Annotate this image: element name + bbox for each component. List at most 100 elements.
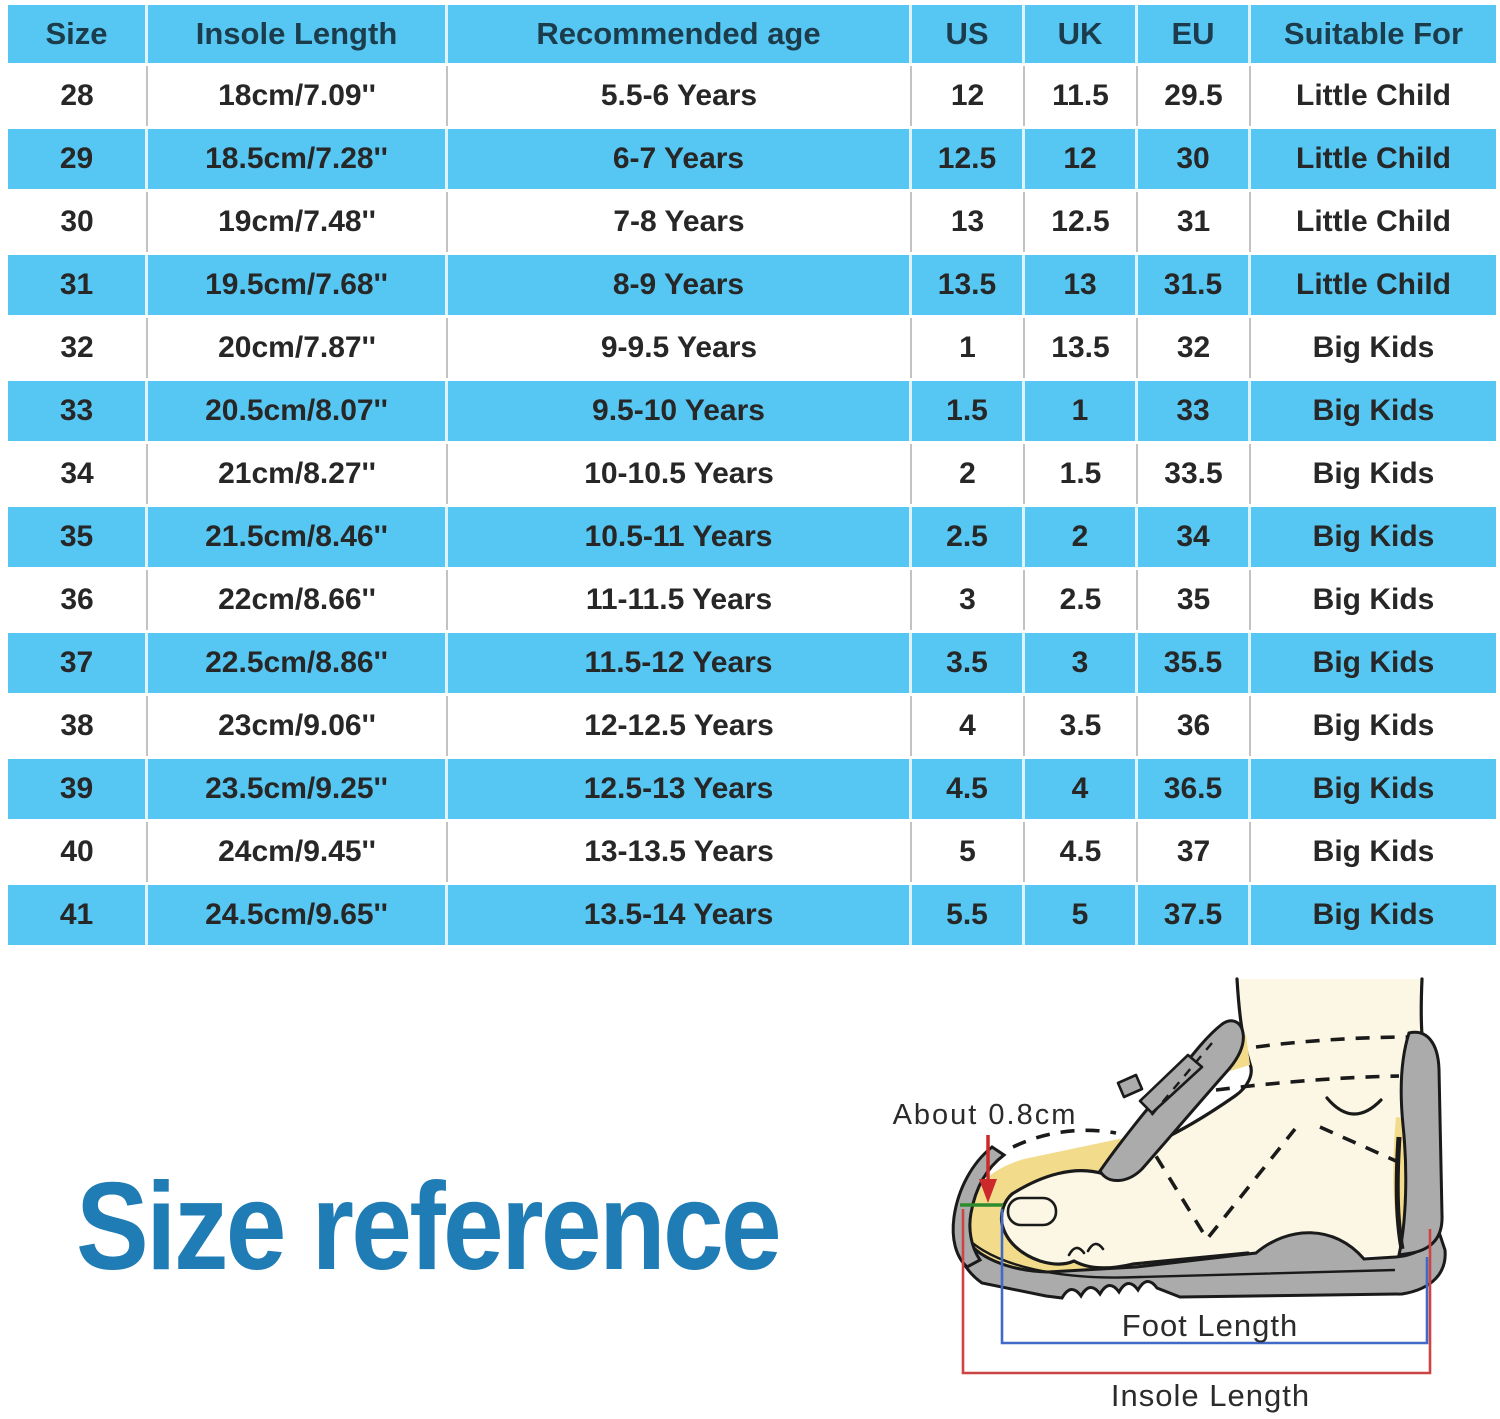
toe-creases	[1067, 1242, 1105, 1257]
cell-eu: 31	[1138, 192, 1251, 252]
cell-eu: 30	[1138, 129, 1251, 189]
cell-recommended-age: 12.5-13 Years	[448, 759, 912, 819]
cell-size: 34	[8, 444, 148, 504]
table-row: 29 18.5cm/7.28'' 6-7 Years 12.5 12 30 Li…	[8, 129, 1496, 189]
cell-eu: 35.5	[1138, 633, 1251, 693]
cell-size: 33	[8, 381, 148, 441]
cell-recommended-age: 9-9.5 Years	[448, 318, 912, 378]
cell-insole-length: 19.5cm/7.68''	[148, 255, 448, 315]
cell-size: 36	[8, 570, 148, 630]
cell-insole-length: 19cm/7.48''	[148, 192, 448, 252]
table-row: 30 19cm/7.48'' 7-8 Years 13 12.5 31 Litt…	[8, 192, 1496, 252]
cell-insole-length: 18.5cm/7.28''	[148, 129, 448, 189]
column-header-suitable-for: Suitable For	[1251, 5, 1496, 63]
page-title: Size reference	[76, 1158, 782, 1296]
cell-suitable-for: Big Kids	[1251, 444, 1496, 504]
dashed-seam-lines	[1012, 1035, 1411, 1243]
cell-us: 13	[912, 192, 1025, 252]
cell-eu: 37.5	[1138, 885, 1251, 945]
toe-gap-red-arrow	[979, 1135, 997, 1203]
table-row: 28 18cm/7.09'' 5.5-6 Years 12 11.5 29.5 …	[8, 66, 1496, 126]
cell-recommended-age: 10.5-11 Years	[448, 507, 912, 567]
cell-suitable-for: Big Kids	[1251, 633, 1496, 693]
cell-uk: 13.5	[1025, 318, 1138, 378]
table-row: 37 22.5cm/8.86'' 11.5-12 Years 3.5 3 35.…	[8, 633, 1496, 693]
cell-size: 39	[8, 759, 148, 819]
table-row: 39 23.5cm/9.25'' 12.5-13 Years 4.5 4 36.…	[8, 759, 1496, 819]
toenail	[1006, 1196, 1058, 1227]
foot-length-bracket	[1000, 1209, 1429, 1345]
cell-eu: 33	[1138, 381, 1251, 441]
heel-inner-shadow	[1394, 1136, 1405, 1250]
cell-insole-length: 24cm/9.45''	[148, 822, 448, 882]
cell-insole-length: 21cm/8.27''	[148, 444, 448, 504]
cell-us: 12.5	[912, 129, 1025, 189]
column-header-eu: EU	[1138, 5, 1251, 63]
table-row: 35 21.5cm/8.46'' 10.5-11 Years 2.5 2 34 …	[8, 507, 1496, 567]
insole-length-label: Insole Length	[1110, 1378, 1311, 1413]
cell-size: 30	[8, 192, 148, 252]
cell-size: 38	[8, 696, 148, 756]
insole-length-bracket	[961, 1209, 1432, 1375]
cell-suitable-for: Big Kids	[1251, 318, 1496, 378]
cell-us: 3	[912, 570, 1025, 630]
table-row: 40 24cm/9.45'' 13-13.5 Years 5 4.5 37 Bi…	[8, 822, 1496, 882]
column-header-insole-length: Insole Length	[148, 5, 448, 63]
column-header-us: US	[912, 5, 1025, 63]
cell-eu: 36.5	[1138, 759, 1251, 819]
cell-eu: 37	[1138, 822, 1251, 882]
cell-recommended-age: 5.5-6 Years	[448, 66, 912, 126]
cell-size: 31	[8, 255, 148, 315]
cell-uk: 2	[1025, 507, 1138, 567]
cell-uk: 12	[1025, 129, 1138, 189]
cell-uk: 12.5	[1025, 192, 1138, 252]
cell-size: 41	[8, 885, 148, 945]
table-header-row: Size Insole Length Recommended age US UK…	[8, 5, 1496, 63]
cell-insole-length: 23.5cm/9.25''	[148, 759, 448, 819]
cell-recommended-age: 11-11.5 Years	[448, 570, 912, 630]
cell-us: 1	[912, 318, 1025, 378]
cell-us: 4.5	[912, 759, 1025, 819]
cell-insole-length: 23cm/9.06''	[148, 696, 448, 756]
table-row: 32 20cm/7.87'' 9-9.5 Years 1 13.5 32 Big…	[8, 318, 1496, 378]
cell-us: 13.5	[912, 255, 1025, 315]
ankle-curve	[1325, 1096, 1383, 1116]
shoe-sole	[952, 1218, 1447, 1300]
cell-recommended-age: 13-13.5 Years	[448, 822, 912, 882]
cell-us: 3.5	[912, 633, 1025, 693]
cell-uk: 3.5	[1025, 696, 1138, 756]
table-row: 41 24.5cm/9.65'' 13.5-14 Years 5.5 5 37.…	[8, 885, 1496, 945]
cell-suitable-for: Big Kids	[1251, 696, 1496, 756]
cell-uk: 11.5	[1025, 66, 1138, 126]
cell-size: 35	[8, 507, 148, 567]
cell-recommended-age: 11.5-12 Years	[448, 633, 912, 693]
table-row: 36 22cm/8.66'' 11-11.5 Years 3 2.5 35 Bi…	[8, 570, 1496, 630]
heel-cup	[1397, 1030, 1444, 1257]
cell-recommended-age: 8-9 Years	[448, 255, 912, 315]
cell-suitable-for: Big Kids	[1251, 570, 1496, 630]
cell-suitable-for: Little Child	[1251, 255, 1496, 315]
toe-cap	[951, 1145, 1007, 1269]
cell-insole-length: 20cm/7.87''	[148, 318, 448, 378]
column-header-uk: UK	[1025, 5, 1138, 63]
cell-recommended-age: 13.5-14 Years	[448, 885, 912, 945]
cell-size: 32	[8, 318, 148, 378]
cell-eu: 31.5	[1138, 255, 1251, 315]
cell-eu: 35	[1138, 570, 1251, 630]
table-row: 34 21cm/8.27'' 10-10.5 Years 2 1.5 33.5 …	[8, 444, 1496, 504]
cell-uk: 4	[1025, 759, 1138, 819]
cell-insole-length: 18cm/7.09''	[148, 66, 448, 126]
cell-recommended-age: 10-10.5 Years	[448, 444, 912, 504]
cell-us: 2	[912, 444, 1025, 504]
cell-uk: 1.5	[1025, 444, 1138, 504]
cell-insole-length: 21.5cm/8.46''	[148, 507, 448, 567]
cell-us: 5	[912, 822, 1025, 882]
cell-size: 37	[8, 633, 148, 693]
cell-insole-length: 20.5cm/8.07''	[148, 381, 448, 441]
cell-us: 1.5	[912, 381, 1025, 441]
cell-eu: 32	[1138, 318, 1251, 378]
cell-size: 29	[8, 129, 148, 189]
cell-us: 12	[912, 66, 1025, 126]
cell-size: 28	[8, 66, 148, 126]
